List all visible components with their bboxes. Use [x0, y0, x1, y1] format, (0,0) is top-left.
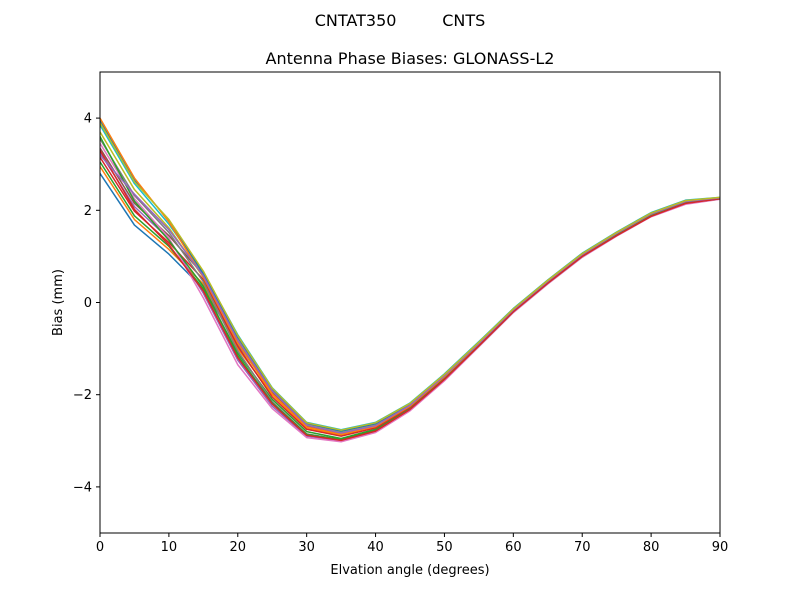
series-layer: [100, 117, 720, 443]
x-tick-label: 40: [367, 540, 384, 555]
x-tick-label: 50: [436, 540, 453, 555]
x-tick-label: 70: [574, 540, 591, 555]
y-tick-label: 0: [84, 296, 92, 311]
x-tick-label: 60: [505, 540, 522, 555]
y-tick-label: −2: [73, 388, 92, 403]
x-axis: 0 10 20 30 40 50 60 70 80 90: [96, 533, 728, 555]
chart-title: Antenna Phase Biases: GLONASS-L2: [266, 49, 555, 68]
figure-suptitle: CNTAT350 CNTS: [315, 11, 486, 30]
y-axis-label: Bias (mm): [51, 269, 66, 336]
x-tick-label: 10: [161, 540, 178, 555]
y-tick-label: 2: [84, 204, 92, 219]
x-tick-label: 90: [712, 540, 729, 555]
series-line-15: [100, 154, 720, 434]
x-tick-label: 30: [298, 540, 315, 555]
x-tick-label: 0: [96, 540, 104, 555]
series-line-14: [100, 149, 720, 442]
y-axis: −4 −2 0 2 4: [73, 112, 100, 495]
y-tick-label: 4: [84, 112, 92, 127]
x-axis-label: Elvation angle (degrees): [330, 563, 489, 578]
x-tick-label: 20: [230, 540, 247, 555]
series-line-16: [100, 122, 720, 431]
x-tick-label: 80: [643, 540, 660, 555]
y-tick-label: −4: [73, 480, 92, 495]
